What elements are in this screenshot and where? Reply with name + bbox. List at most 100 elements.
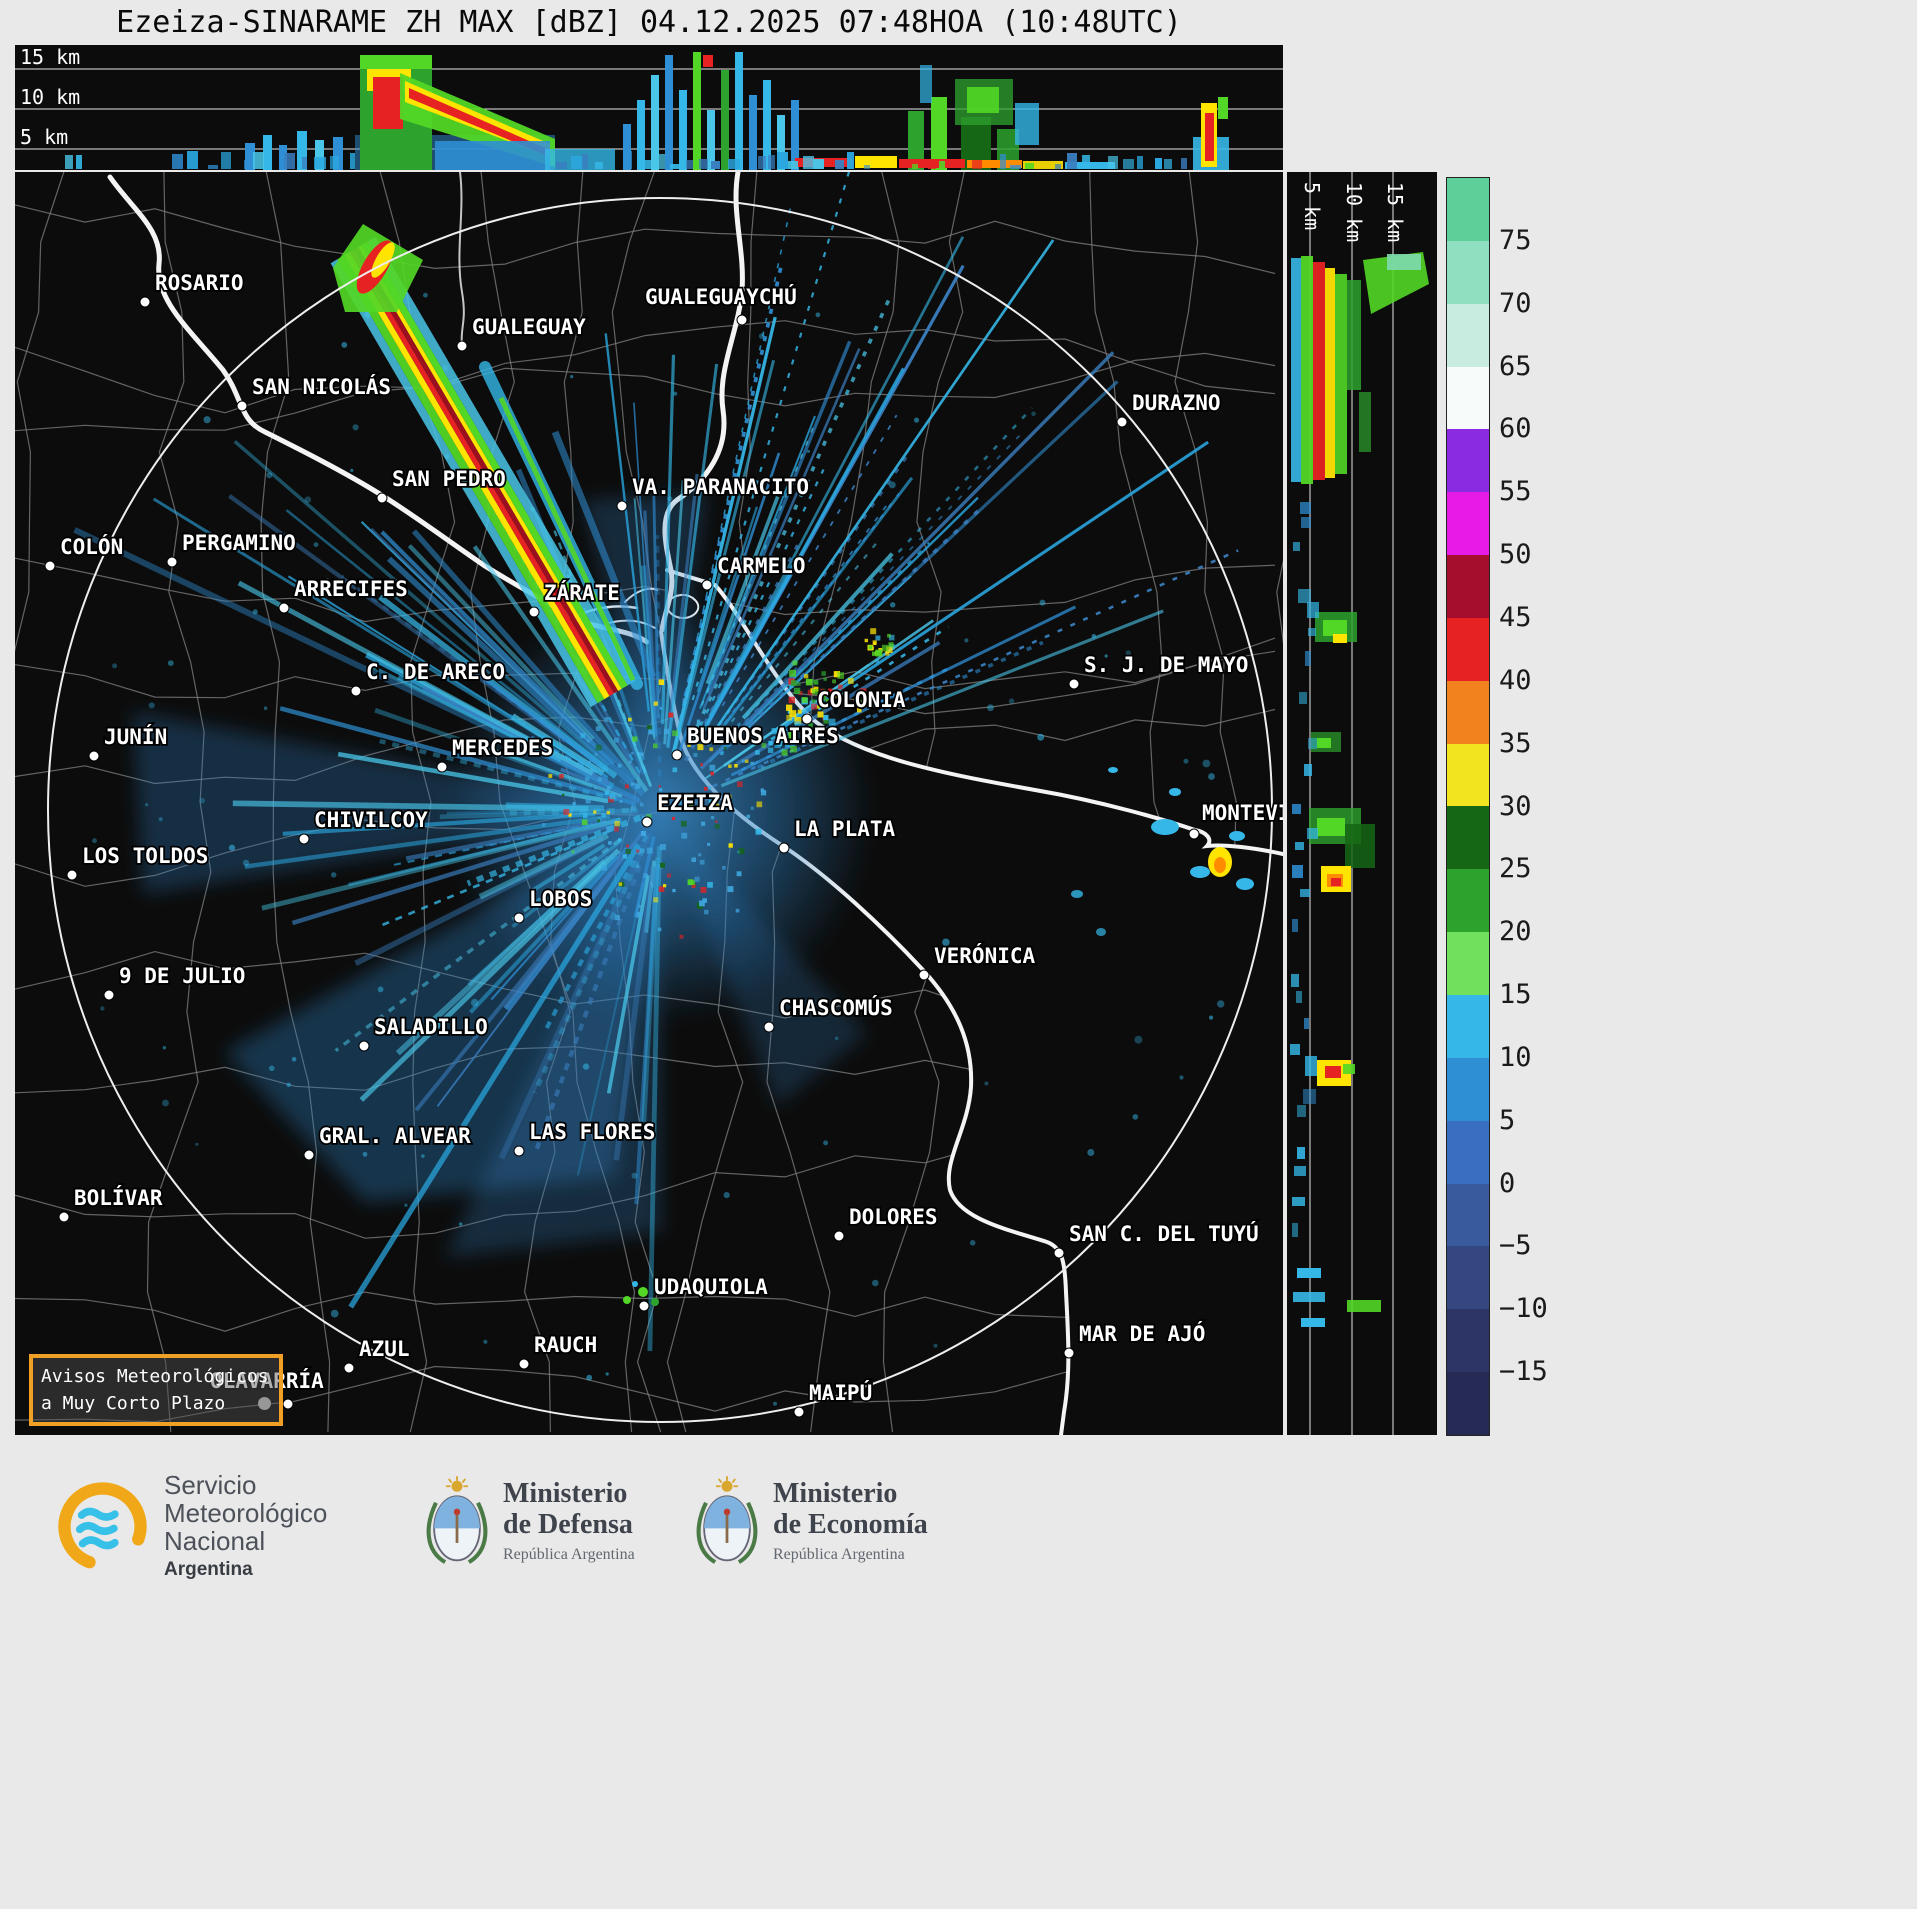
radar-map-panel: ROSARIO GUALEGUAYCHÚ GUALEGUAY SAN NICOLÁS D…	[15, 172, 1283, 1435]
city-label: LA PLATA	[794, 817, 896, 841]
colorbar-segment	[1447, 555, 1489, 618]
colorbar-tick: 75	[1499, 224, 1532, 256]
city-label: GUALEGUAYCHÚ	[645, 284, 797, 309]
colorbar-tick: −5	[1499, 1230, 1532, 1262]
colorbar-tick: 15	[1499, 979, 1532, 1011]
colorbar-segment	[1447, 303, 1489, 367]
city-label: C. DE ARECO	[366, 660, 505, 684]
colorbar-segment	[1447, 1309, 1489, 1373]
city-dot	[616, 500, 628, 512]
colorbar-segment	[1447, 1057, 1489, 1121]
city-dot	[793, 1406, 805, 1418]
colorbar-tick: 45	[1499, 601, 1532, 633]
city-marker: GUALEGUAYCHÚ	[643, 282, 798, 326]
city-label: COLONIA	[817, 688, 906, 712]
colorbar-tick: 10	[1499, 1041, 1532, 1073]
city-dot	[518, 1358, 530, 1370]
city-dot	[833, 1230, 845, 1242]
colorbar-tick: −10	[1499, 1293, 1548, 1325]
city-marker: S. J. DE MAYO	[1068, 651, 1250, 690]
colorbar-segment	[1447, 994, 1489, 1058]
city-marker: ROSARIO	[139, 269, 245, 308]
city-marker: MAIPÚ	[793, 1378, 874, 1418]
city-dot	[139, 296, 151, 308]
city-marker: RAUCH	[518, 1331, 599, 1370]
right-cross-section-panel: 5 km 10 km 15 km	[1287, 172, 1437, 1435]
city-label: DURAZNO	[1132, 391, 1221, 415]
city-label: CARMELO	[717, 554, 806, 578]
city-marker: ARRECIFES	[278, 575, 410, 614]
city-marker: GUALEGUAY	[456, 313, 588, 352]
city-label: PERGAMINO	[182, 531, 296, 555]
ministry-name-line: de Defensa	[503, 1509, 633, 1540]
city-dot	[66, 869, 78, 881]
city-label: BOLÍVAR	[74, 1185, 163, 1210]
city-dot	[701, 579, 713, 591]
city-label: MONTEVIDEO	[1202, 801, 1283, 825]
weather-warning-notice[interactable]: Avisos Meteorológicos a Muy Corto Plazo	[29, 1354, 283, 1426]
city-dot	[1188, 828, 1200, 840]
radar-range-ring	[47, 197, 1273, 1423]
colorbar-segment	[1447, 1246, 1489, 1310]
city-marker: SAN NICOLÁS	[236, 372, 393, 412]
city-marker: LOBOS	[513, 885, 594, 924]
city-label: ARRECIFES	[294, 577, 408, 601]
height-label-15km: 15 km	[1383, 182, 1407, 242]
city-label: BUENOS AIRES	[687, 724, 839, 748]
footer: Servicio Meteorológico Nacional Argentin…	[0, 1435, 1917, 1909]
city-label: LOS TOLDOS	[82, 844, 208, 868]
city-dot	[88, 750, 100, 762]
colorbar-tick: 30	[1499, 790, 1532, 822]
city-label: JUNÍN	[104, 724, 167, 749]
colorbar-segment	[1447, 680, 1489, 744]
colorbar-segment	[1447, 869, 1489, 933]
city-dot	[436, 761, 448, 773]
ministerio-economia-logo: Ministerio de Economía República Argenti…	[695, 1475, 928, 1567]
city-label: DOLORES	[849, 1205, 938, 1229]
city-marker: DOLORES	[833, 1203, 939, 1242]
city-label: SALADILLO	[374, 1015, 488, 1039]
colorbar-tick: 60	[1499, 413, 1532, 445]
colorbar-segment	[1447, 178, 1489, 241]
economia-coat-of-arms-icon	[696, 1476, 758, 1564]
ministry-subtitle: República Argentina	[503, 1546, 635, 1563]
smn-country: Argentina	[164, 1559, 253, 1580]
city-marker: C. DE ARECO	[350, 658, 507, 697]
colorbar-segment	[1447, 743, 1489, 807]
city-dot	[1063, 1347, 1075, 1359]
height-gridlines	[15, 68, 1283, 150]
city-dot	[166, 556, 178, 568]
colorbar-tick: 70	[1499, 287, 1532, 319]
city-marker: PERGAMINO	[166, 529, 298, 568]
colorbar-tick: 25	[1499, 853, 1532, 885]
city-dot	[236, 400, 248, 412]
city-marker: VA. PARANACITO	[616, 473, 811, 512]
city-label: GRAL. ALVEAR	[319, 1124, 471, 1148]
city-dot	[278, 602, 290, 614]
city-marker: MERCEDES	[436, 734, 555, 773]
city-label: RAUCH	[534, 1333, 597, 1357]
city-marker: LA PLATA	[778, 815, 897, 854]
ministerio-defensa-logo: Ministerio de Defensa República Argentin…	[425, 1475, 635, 1567]
city-label: SAN C. DEL TUYÚ	[1069, 1221, 1259, 1246]
city-marker: MONTEVIDEO	[1188, 799, 1283, 840]
top-cross-section: 15 km 10 km 5 km	[15, 45, 1283, 170]
city-label: MERCEDES	[452, 736, 553, 760]
right-cross-section: 5 km 10 km 15 km	[1290, 172, 1429, 1435]
colorbar-segment	[1447, 240, 1489, 304]
dbz-colorbar	[1446, 177, 1490, 1436]
city-dot	[638, 1300, 650, 1312]
colorbar-tick: 20	[1499, 916, 1532, 948]
colorbar-segment	[1447, 429, 1489, 493]
city-dot	[528, 606, 540, 618]
city-markers: ROSARIO GUALEGUAYCHÚ GUALEGUAY SAN NICOLÁS D…	[44, 269, 1283, 1418]
city-dot	[641, 816, 653, 828]
colorbar-tick: 65	[1499, 350, 1532, 382]
city-dot	[1053, 1247, 1065, 1259]
city-label: SAN PEDRO	[392, 467, 506, 491]
city-dot	[1068, 678, 1080, 690]
city-dot	[103, 989, 115, 1001]
city-label: UDAQUIOLA	[654, 1275, 768, 1299]
cross-section-echo-speckles	[65, 151, 1187, 169]
colorbar-tick: 55	[1499, 476, 1532, 508]
